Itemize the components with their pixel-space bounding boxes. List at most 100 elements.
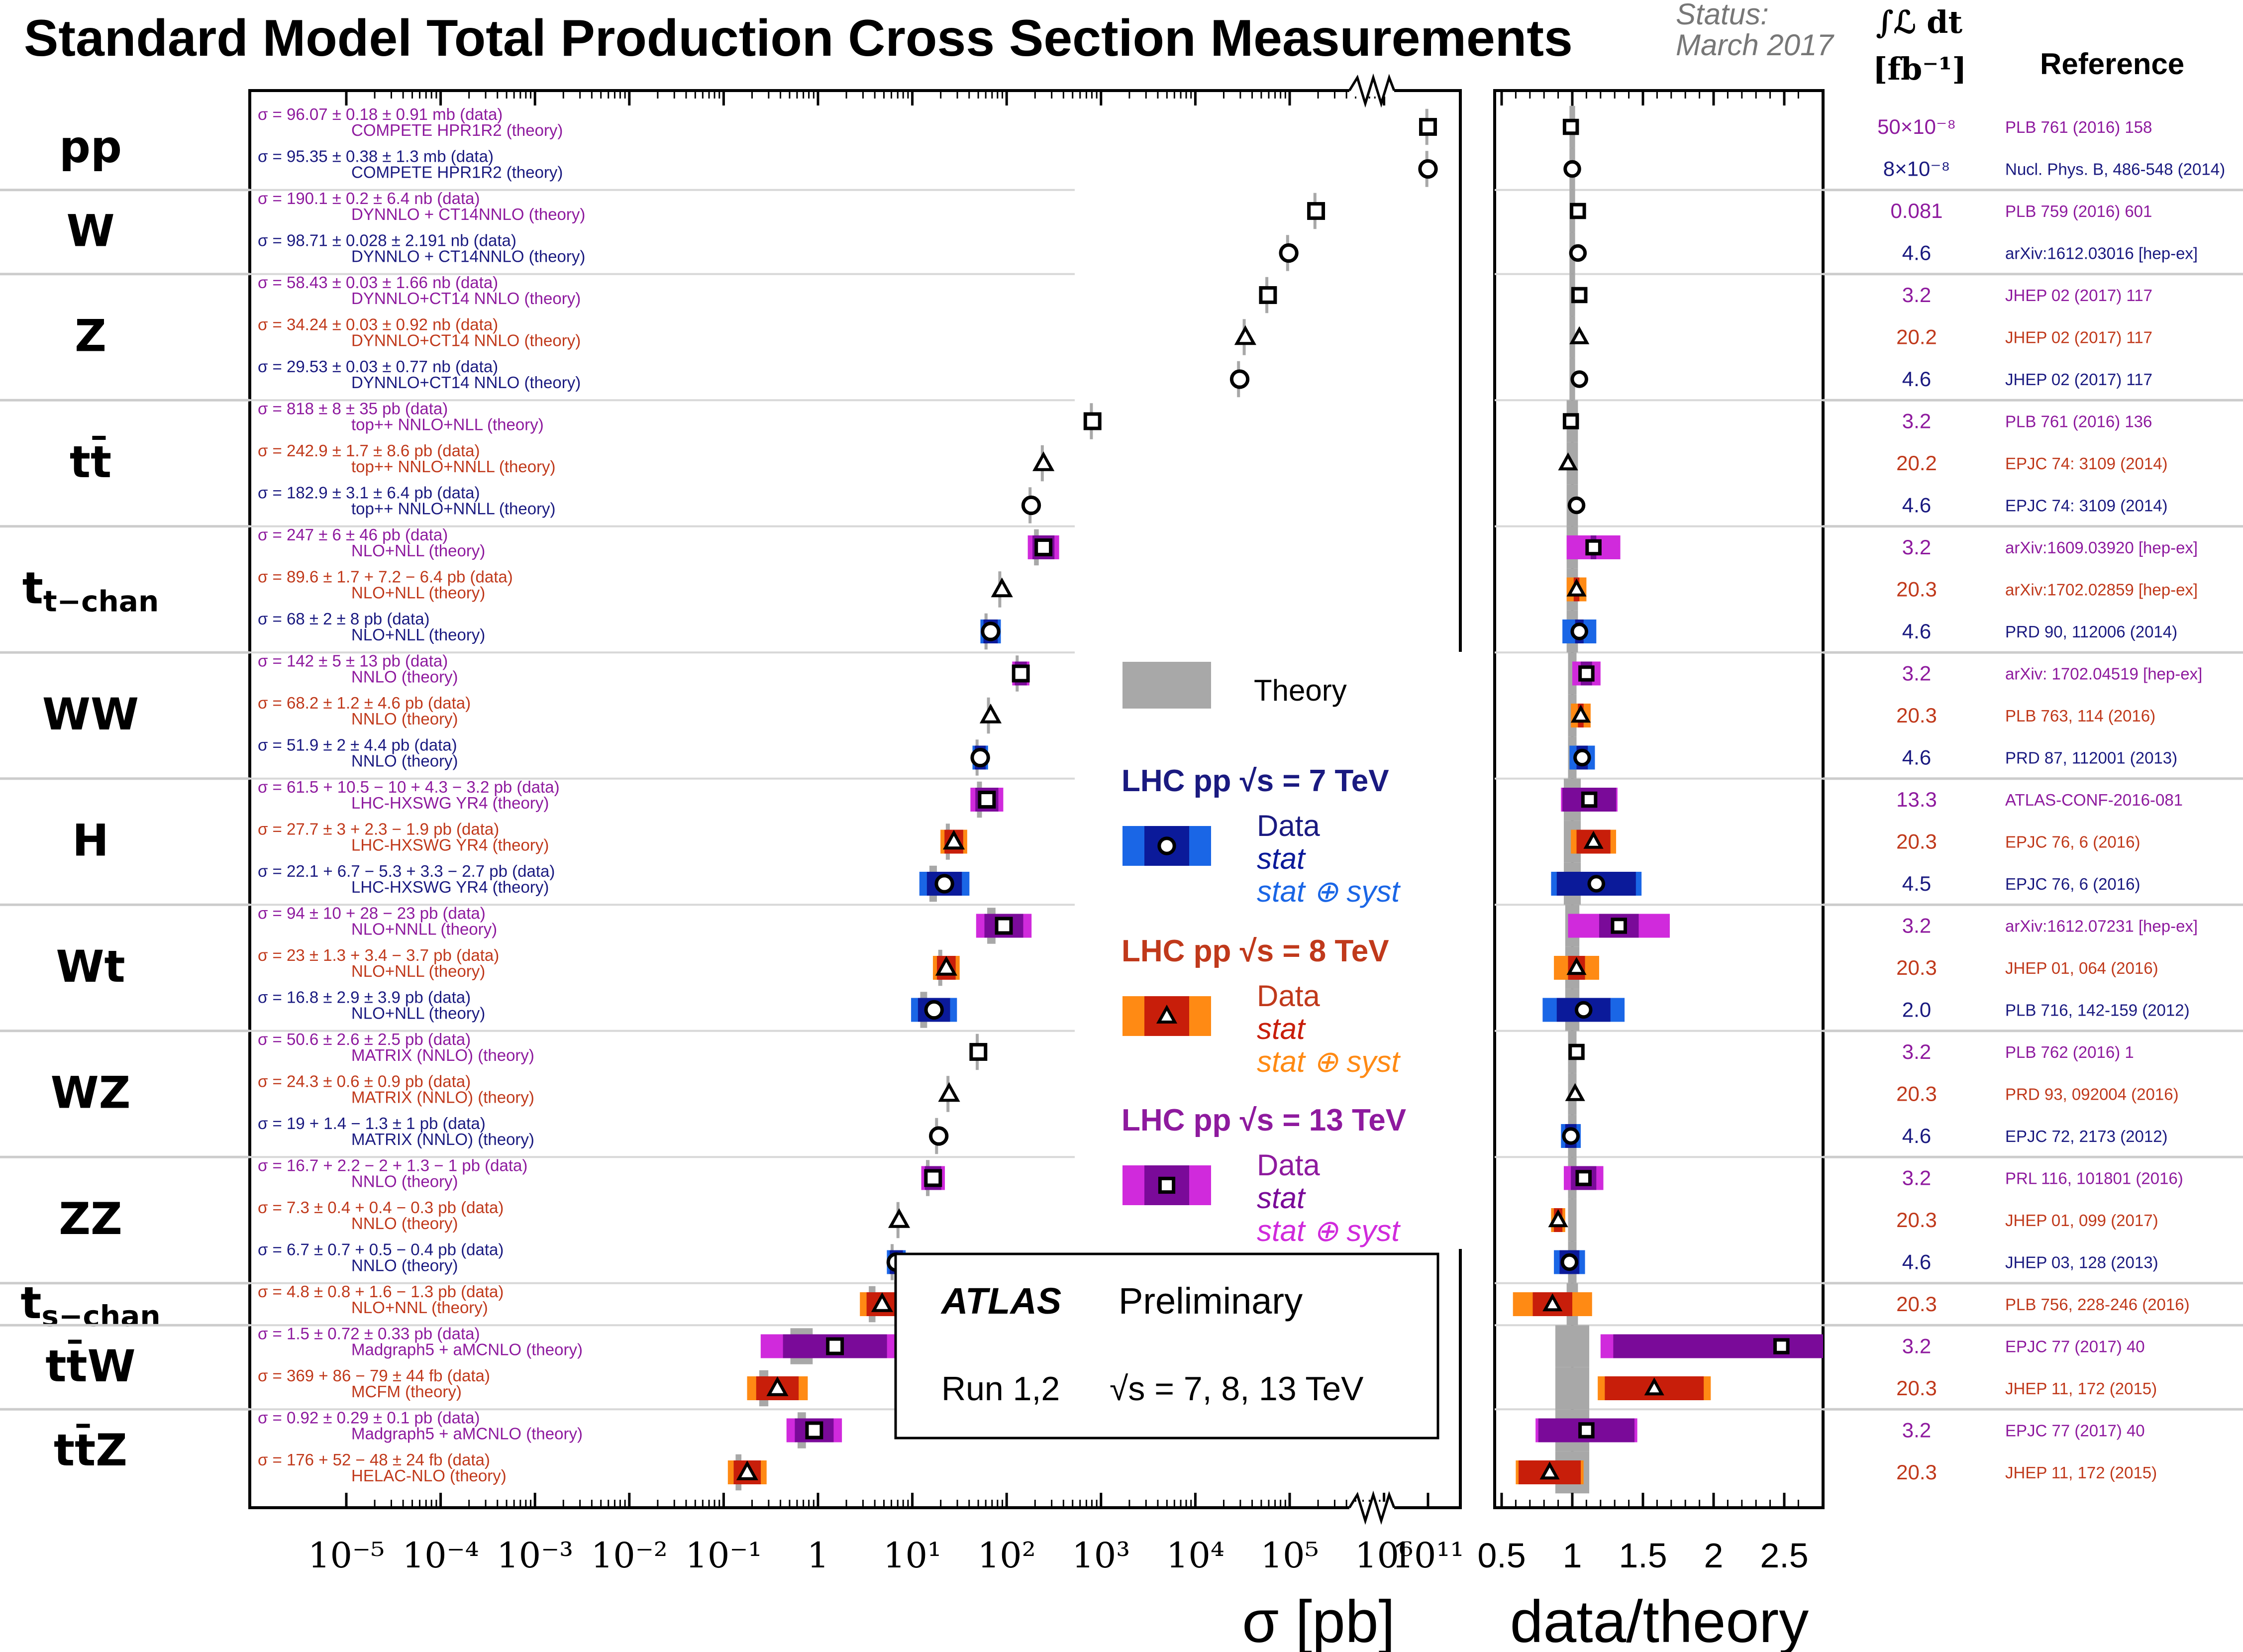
luminosity-value: 20.3 <box>1896 830 1937 853</box>
luminosity-value: 4.6 <box>1902 1124 1931 1147</box>
data-marker <box>1021 495 1041 516</box>
data-annotation: σ = 818 ± 8 ± 35 pb (data) <box>258 400 448 418</box>
ratio-marker <box>1548 1209 1568 1228</box>
measurement-row: σ = 142 ± 5 ± 13 pb (data)NNLO (theory) 3… <box>258 652 2202 692</box>
reference-text: EPJC 76, 6 (2016) <box>2005 833 2140 851</box>
x-axis-title: σ [pb] <box>1242 1588 1395 1652</box>
reference-text: EPJC 77 (2017) 40 <box>2005 1338 2145 1356</box>
data-annotation: σ = 34.24 ± 0.03 ± 0.92 nb (data) <box>258 315 498 334</box>
measurement-row: σ = 94 ± 10 + 28 − 23 pb (data)NLO+NNLL … <box>258 904 2198 944</box>
x-tick-label: 10² <box>978 1535 1036 1576</box>
theory-annotation: HELAC-NLO (theory) <box>351 1466 507 1485</box>
reference-text: arXiv:1609.03920 [hep-ex] <box>2005 538 2198 557</box>
x-tick-label: 10⁻² <box>591 1535 668 1576</box>
theory-annotation: COMPETE HPR1R2 (theory) <box>351 163 563 182</box>
data-marker <box>934 874 954 894</box>
process-label: tt̄Z <box>54 1424 127 1476</box>
theory-annotation: DYNNLO + CT14NNLO (theory) <box>351 205 585 223</box>
ratio-marker <box>1578 665 1595 682</box>
luminosity-value: 3.2 <box>1902 283 1931 307</box>
ratio-marker <box>1562 413 1579 429</box>
measurement-row: σ = 27.7 ± 3 + 2.3 − 1.9 pb (data)LHC-HX… <box>258 820 2140 860</box>
ratio-marker <box>1563 160 1581 178</box>
axis-break-zigzag <box>1348 1490 1396 1525</box>
theory-annotation: NNLO (theory) <box>351 1172 458 1191</box>
process-label: pp <box>59 121 122 172</box>
ratio-marker <box>1560 1253 1579 1271</box>
reference-text: JHEP 02 (2017) 117 <box>2005 286 2152 305</box>
ratio-marker <box>1568 1043 1585 1060</box>
data-marker <box>1012 664 1030 683</box>
reference-text: arXiv:1612.03016 [hep-ex] <box>2005 244 2198 263</box>
measurement-row: σ = 24.3 ± 0.6 ± 0.9 pb (data)MATRIX (NN… <box>258 1072 2179 1112</box>
process-label: tt̄ <box>70 436 111 488</box>
ratio-marker <box>1571 287 1588 304</box>
ratio-marker <box>1569 326 1590 344</box>
measurement-row: σ = 16.7 + 2.2 − 2 + 1.3 − 1 pb (data)NN… <box>258 1156 2183 1196</box>
data-marker <box>938 1082 960 1102</box>
data-marker <box>995 917 1013 935</box>
theory-annotation: DYNNLO + CT14NNLO (theory) <box>351 247 585 266</box>
measurement-row: σ = 29.53 ± 0.03 ± 0.77 nb (data)DYNNLO+… <box>258 357 2152 398</box>
data-marker <box>935 955 957 976</box>
process-label: H <box>72 815 109 866</box>
reference-text: PRD 90, 112006 (2014) <box>2005 622 2177 641</box>
legend-data-label: Data <box>1257 1148 1320 1182</box>
ratio-marker <box>1587 875 1606 893</box>
measurement-row: σ = 247 ± 6 ± 46 pb (data)NLO+NLL (theor… <box>258 525 2198 566</box>
measurement-row: σ = 34.24 ± 0.03 ± 0.92 nb (data)DYNNLO+… <box>258 315 2152 355</box>
legend-stat-label: stat <box>1257 842 1306 875</box>
theory-annotation: DYNNLO+CT14 NNLO (theory) <box>351 289 581 308</box>
ratio-marker <box>1611 918 1627 934</box>
reference-text: PLB 756, 228-246 (2016) <box>2005 1295 2190 1314</box>
measurement-row: σ = 96.07 ± 0.18 ± 0.91 mb (data)COMPETE… <box>258 105 2152 145</box>
data-annotation: σ = 16.7 + 2.2 − 2 + 1.3 − 1 pb (data) <box>258 1156 527 1175</box>
process-label: ZZ <box>59 1193 122 1244</box>
ratio-tick-label: 1 <box>1563 1536 1582 1575</box>
x-tick-label: 10⁻³ <box>497 1535 573 1576</box>
ratio-marker <box>1585 539 1602 556</box>
theory-band <box>1569 316 1575 358</box>
luminosity-value: 20.3 <box>1896 956 1937 979</box>
luminosity-value: 20.3 <box>1896 1208 1937 1232</box>
theory-annotation: NNLO (theory) <box>351 710 458 728</box>
luminosity-value: 20.3 <box>1896 1376 1937 1400</box>
process-label-main: t <box>20 1277 41 1329</box>
data-annotation: σ = 24.3 ± 0.6 ± 0.9 pb (data) <box>258 1072 471 1091</box>
x-tick-label: 1 <box>807 1535 829 1576</box>
process-label-main: pp <box>59 121 122 172</box>
luminosity-value: 2.0 <box>1902 998 1931 1022</box>
reference-text: PRD 93, 092004 (2016) <box>2005 1085 2179 1104</box>
theory-annotation: NLO+NNL (theory) <box>351 1298 488 1317</box>
ratio-marker <box>1566 578 1587 597</box>
ratio-marker <box>1578 1422 1595 1439</box>
data-annotation: σ = 23 ± 1.3 + 3.4 − 3.7 pb (data) <box>258 946 499 964</box>
axis-break-zigzag <box>1348 73 1396 108</box>
ratio-marker <box>1558 452 1578 471</box>
luminosity-value: 3.2 <box>1902 1040 1931 1063</box>
data-marker <box>981 621 1001 641</box>
ratio-marker <box>1581 791 1598 808</box>
measurement-row: σ = 16.8 ± 2.9 ± 3.9 pb (data)NLO+NLL (t… <box>258 988 2190 1028</box>
measurement-row: σ = 19 + 1.4 − 1.3 ± 1 pb (data)MATRIX (… <box>258 1114 2168 1154</box>
data-annotation: σ = 6.7 ± 0.7 + 0.5 − 0.4 pb (data) <box>258 1240 504 1259</box>
reference-text: JHEP 02 (2017) 117 <box>2005 370 2152 389</box>
reference-text: arXiv: 1702.04519 [hep-ex] <box>2005 665 2202 683</box>
legend-statsyst-label: stat ⊕ syst <box>1257 1045 1401 1078</box>
reference-text: Nucl. Phys. B, 486-548 (2014) <box>2005 160 2225 179</box>
legend-marker <box>1156 1005 1178 1024</box>
process-label-main: H <box>72 815 109 866</box>
luminosity-value: 4.6 <box>1902 1250 1931 1274</box>
reference-text: EPJC 74: 3109 (2014) <box>2005 497 2168 515</box>
reference-text: JHEP 03, 128 (2013) <box>2005 1253 2158 1272</box>
measurement-row: σ = 1.5 ± 0.72 ± 0.33 pb (data)Madgraph5… <box>258 1325 2145 1364</box>
ratio-marker <box>1562 1127 1580 1145</box>
atlas-label: ATLAS <box>940 1280 1061 1322</box>
process-label: Wt <box>56 941 125 992</box>
ratio-axis-title: data/theory <box>1510 1588 1809 1652</box>
ratio-marker <box>1574 1001 1593 1019</box>
legend-statsyst-label: stat ⊕ syst <box>1257 875 1401 908</box>
data-marker <box>978 791 996 809</box>
theory-annotation: top++ NNLO+NNLL (theory) <box>351 500 556 518</box>
theory-annotation: NLO+NLL (theory) <box>351 584 485 602</box>
